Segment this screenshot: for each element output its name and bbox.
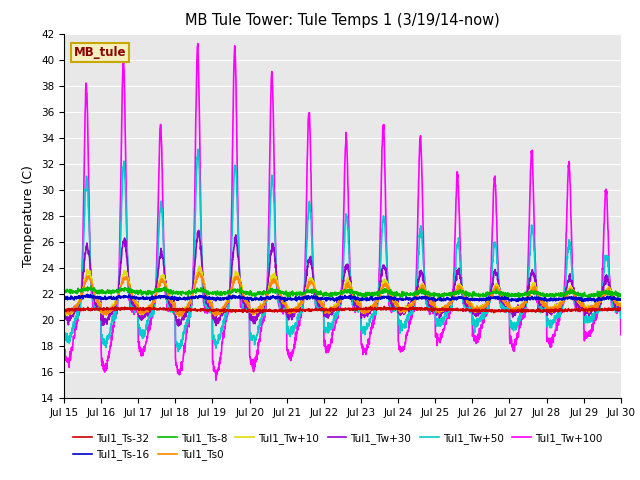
Tul1_Ts-32 (359, 306, 367, 312)
Tul1_Ts0 (584, 307, 591, 313)
Tul1_Tw+50 (60, 333, 68, 338)
Title: MB Tule Tower: Tule Temps 1 (3/19/14-now): MB Tule Tower: Tule Temps 1 (3/19/14-now… (185, 13, 500, 28)
Tul1_Ts-8 (505, 294, 513, 300)
Tul1_Ts0 (178, 314, 186, 320)
Tul1_Ts-16 (216, 297, 223, 302)
Tul1_Ts-16 (568, 294, 575, 300)
Tul1_Ts-8 (87, 284, 95, 289)
Legend: Tul1_Ts-32, Tul1_Ts-16, Tul1_Ts-8, Tul1_Ts0, Tul1_Tw+10, Tul1_Tw+30, Tul1_Tw+50,: Tul1_Ts-32, Tul1_Ts-16, Tul1_Ts-8, Tul1_… (69, 429, 606, 464)
Tul1_Ts-8 (568, 290, 576, 296)
Tul1_Tw+30 (617, 304, 625, 310)
Y-axis label: Temperature (C): Temperature (C) (22, 165, 35, 267)
Line: Tul1_Ts0: Tul1_Ts0 (64, 272, 621, 317)
Tul1_Ts-16 (371, 297, 379, 302)
Tul1_Tw+30 (359, 312, 367, 318)
Tul1_Tw+50 (216, 336, 223, 342)
Line: Tul1_Tw+30: Tul1_Tw+30 (64, 230, 621, 326)
Tul1_Tw+100 (60, 344, 68, 350)
Text: MB_tule: MB_tule (74, 47, 127, 60)
Tul1_Tw+30 (216, 318, 223, 324)
Tul1_Tw+50 (371, 312, 379, 317)
Tul1_Tw+100 (505, 306, 513, 312)
Tul1_Ts0 (617, 306, 625, 312)
Tul1_Tw+30 (584, 310, 591, 316)
Tul1_Tw+10 (359, 307, 367, 313)
Tul1_Tw+50 (568, 269, 576, 275)
Tul1_Tw+30 (568, 278, 576, 284)
Tul1_Ts-16 (359, 297, 367, 302)
Tul1_Ts-32 (380, 303, 388, 309)
Tul1_Ts0 (216, 308, 223, 314)
Tul1_Tw+10 (216, 308, 223, 313)
Tul1_Ts-16 (504, 297, 512, 302)
Tul1_Tw+50 (359, 325, 367, 331)
Tul1_Ts-32 (584, 308, 591, 314)
Tul1_Tw+30 (175, 323, 182, 329)
Tul1_Ts-8 (617, 293, 625, 299)
Tul1_Ts-32 (259, 310, 266, 316)
Tul1_Tw+10 (211, 313, 219, 319)
Line: Tul1_Tw+50: Tul1_Tw+50 (64, 149, 621, 351)
Tul1_Tw+30 (505, 299, 513, 304)
Tul1_Ts-32 (371, 306, 379, 312)
Line: Tul1_Ts-32: Tul1_Ts-32 (64, 306, 621, 313)
Tul1_Ts-32 (216, 307, 223, 313)
Line: Tul1_Ts-8: Tul1_Ts-8 (64, 287, 621, 298)
Tul1_Tw+50 (195, 146, 202, 152)
Tul1_Ts0 (371, 303, 379, 309)
Line: Tul1_Tw+10: Tul1_Tw+10 (64, 266, 621, 316)
Tul1_Tw+50 (175, 348, 182, 354)
Tul1_Ts-32 (617, 305, 625, 311)
Line: Tul1_Ts-16: Tul1_Ts-16 (64, 294, 621, 302)
Tul1_Tw+10 (505, 302, 513, 308)
Tul1_Ts-32 (505, 308, 513, 314)
Tul1_Tw+100 (359, 352, 367, 358)
Tul1_Ts-16 (83, 291, 91, 297)
Tul1_Ts-8 (216, 291, 223, 297)
Line: Tul1_Tw+100: Tul1_Tw+100 (64, 44, 621, 380)
Tul1_Ts-8 (371, 289, 379, 295)
Tul1_Ts-8 (359, 291, 367, 297)
Tul1_Tw+100 (371, 310, 379, 316)
Tul1_Tw+10 (568, 285, 576, 290)
Tul1_Tw+10 (60, 309, 68, 314)
Tul1_Tw+10 (371, 300, 379, 305)
Tul1_Tw+100 (568, 251, 576, 257)
Tul1_Tw+10 (584, 307, 591, 312)
Tul1_Ts0 (505, 301, 513, 307)
Tul1_Ts-32 (568, 306, 576, 312)
Tul1_Tw+100 (617, 332, 625, 337)
Tul1_Ts0 (60, 310, 68, 316)
Tul1_Tw+100 (216, 361, 223, 367)
Tul1_Ts0 (196, 269, 204, 275)
Tul1_Ts-8 (60, 290, 68, 296)
Tul1_Ts0 (359, 307, 367, 313)
Tul1_Tw+100 (212, 377, 220, 383)
Tul1_Ts-16 (60, 297, 68, 303)
Tul1_Tw+50 (617, 315, 625, 321)
Tul1_Tw+30 (195, 228, 202, 233)
Tul1_Ts-16 (617, 296, 625, 302)
Tul1_Tw+30 (371, 302, 379, 308)
Tul1_Ts-16 (591, 299, 599, 305)
Tul1_Ts-8 (435, 295, 443, 300)
Tul1_Ts0 (568, 287, 576, 292)
Tul1_Tw+100 (194, 41, 202, 47)
Tul1_Tw+10 (617, 304, 625, 310)
Tul1_Ts-32 (60, 308, 68, 313)
Tul1_Tw+50 (584, 320, 591, 326)
Tul1_Tw+10 (196, 264, 204, 269)
Tul1_Tw+50 (505, 308, 513, 314)
Tul1_Tw+100 (584, 332, 591, 337)
Tul1_Ts-16 (584, 296, 591, 302)
Tul1_Tw+30 (60, 312, 68, 318)
Tul1_Ts-8 (584, 295, 591, 300)
